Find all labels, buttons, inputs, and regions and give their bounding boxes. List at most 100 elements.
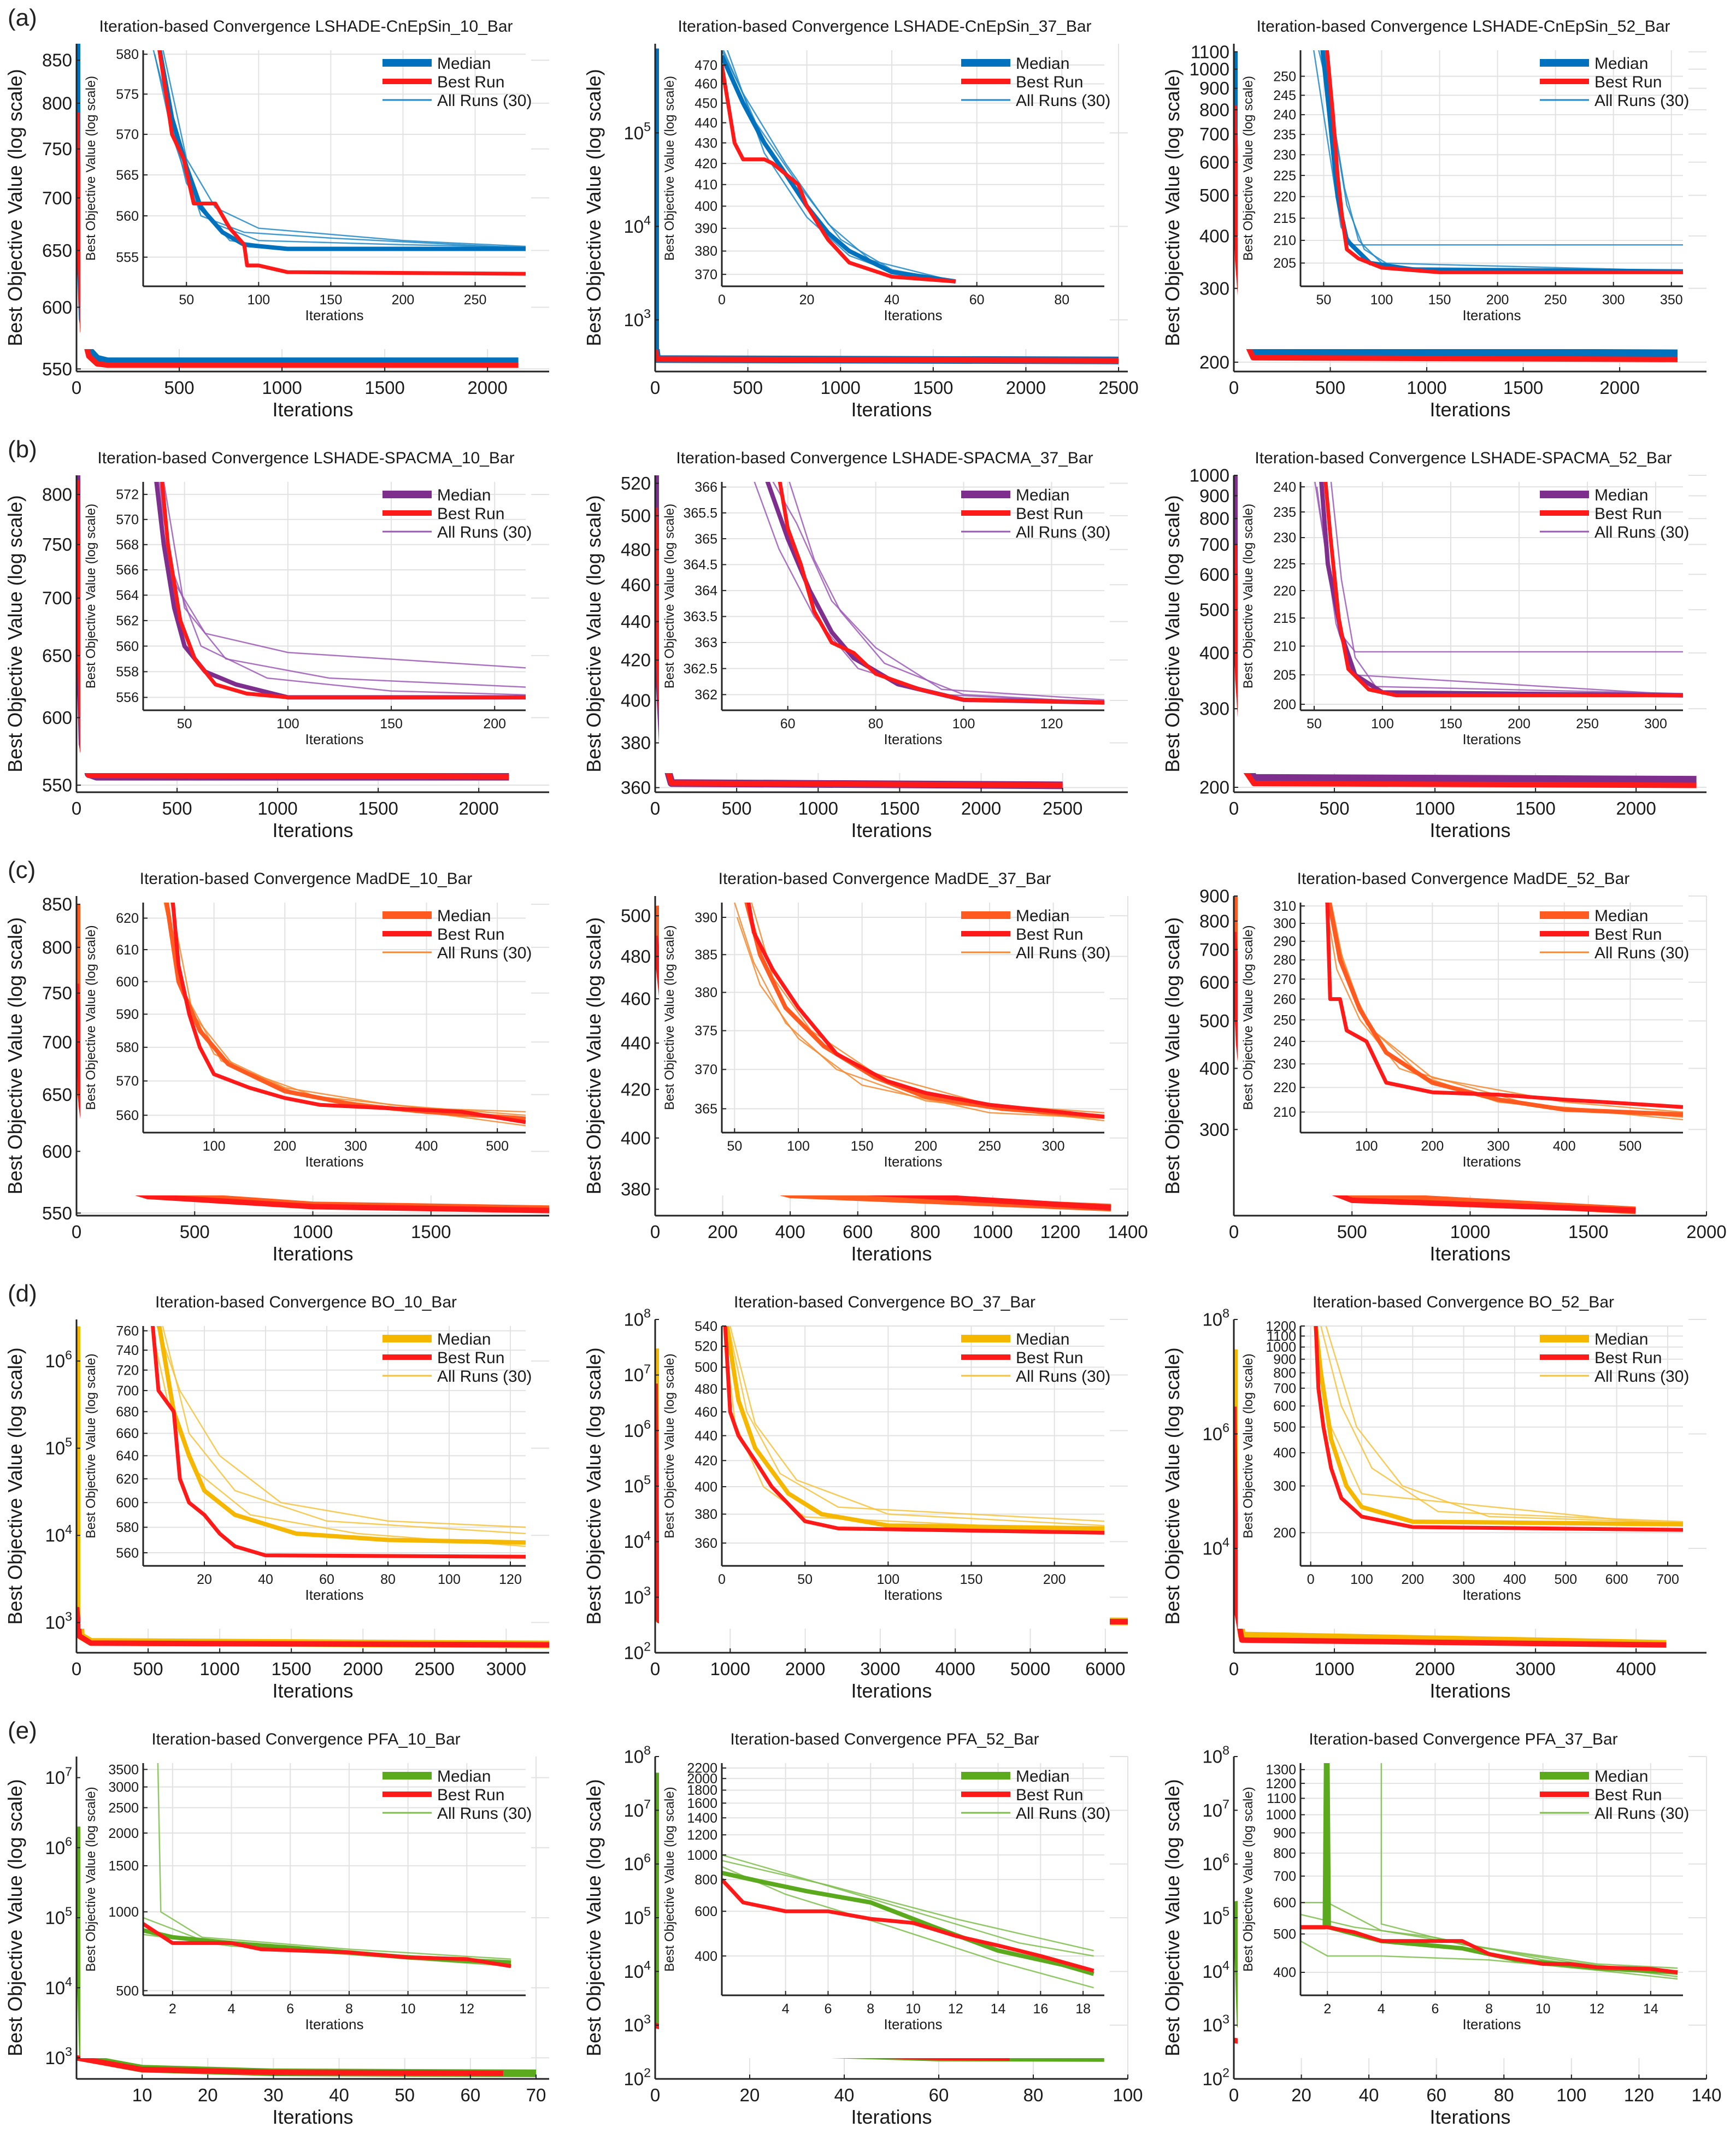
y-tick-label: 1300: [1266, 1763, 1296, 1778]
x-tick-label: 14: [991, 2001, 1006, 2017]
y-tick-label: 230: [1273, 148, 1296, 163]
series-group: [1300, 1763, 1678, 1980]
x-tick-label: 1500: [1503, 378, 1543, 398]
series-group: [734, 903, 1104, 1122]
x-tick-label: 500: [733, 378, 763, 398]
main-axes: 0 20 40 60 80 100 120 140102103104105106107108I…: [1161, 1743, 1722, 2128]
y-tick-label: 550: [42, 775, 72, 796]
best-run-line: [170, 903, 526, 1124]
x-tick-label: 0: [72, 798, 81, 818]
x-tick-label: 400: [775, 1222, 805, 1242]
median-line: [722, 1870, 1094, 1976]
y-tick-label: 565: [116, 168, 139, 183]
x-tick-label: 0: [1229, 2085, 1239, 2105]
legend-best-run-label: Best Run: [437, 926, 504, 944]
x-tick-label: 50: [395, 2085, 415, 2105]
x-tick-label: 300: [344, 1139, 367, 1154]
legend-best-run-label: Best Run: [437, 73, 504, 91]
y-tick-label: 620: [116, 1471, 139, 1487]
y-tick-label: 106: [1202, 1851, 1229, 1874]
x-tick-label: 200: [1401, 1572, 1424, 1587]
y-tick-label: 440: [695, 115, 717, 131]
y-tick-label: 520: [695, 1339, 717, 1354]
y-tick-label: 420: [695, 1453, 717, 1469]
median-line: [1327, 903, 1683, 1117]
y-tick-label: 300: [1199, 278, 1229, 298]
convergence-panel: Iteration-based Convergence LSHADE-CnEpS…: [579, 0, 1157, 432]
chart-svg: Iteration-based Convergence PFA_37_Bar 0 2…: [1161, 1730, 1722, 2128]
convergence-panel: Iteration-based Convergence BO_37_Bar 0 10…: [579, 1276, 1157, 1713]
y-tick-label: 450: [695, 96, 717, 111]
y-tick-label: 700: [42, 1032, 72, 1052]
y-tick-label: 558: [116, 664, 139, 680]
y-tick-label: 700: [1199, 124, 1229, 144]
all-runs-line: [1300, 1940, 1678, 1980]
y-tick-label: 640: [116, 1448, 139, 1464]
x-tick-label: 500: [1320, 798, 1350, 818]
y-tick-label: 210: [1273, 233, 1296, 249]
x-tick-label: 20: [197, 1572, 212, 1587]
y-tick-label: 750: [42, 534, 72, 555]
y-tick-label: 365: [695, 1101, 717, 1117]
all-runs-line: [788, 482, 1104, 703]
x-tick-label: 400: [415, 1139, 438, 1154]
convergence-panel: (a) Iteration-based Convergence LSHADE-Cn…: [0, 0, 579, 432]
y-tick-label: 900: [1199, 486, 1229, 506]
median-line: [725, 1326, 1104, 1531]
legend-all-runs-label: All Runs (30): [437, 1368, 532, 1386]
y-tick-label: 230: [1273, 1057, 1296, 1072]
legend-median-label: Median: [1016, 55, 1069, 73]
x-tick-label: 3000: [486, 1659, 526, 1679]
y-tick-label: 103: [623, 1584, 651, 1607]
x-axis-label: Iterations: [272, 1680, 353, 1702]
x-tick-label: 200: [1421, 1139, 1444, 1154]
x-tick-label: 2000: [467, 378, 507, 398]
inset-axes: 0 50 100 150 200 360 380 400 420 440 460 480 500 520 5…: [659, 1318, 1110, 1629]
x-tick-label: 500: [133, 1659, 163, 1679]
y-tick-label: 1200: [687, 1828, 717, 1843]
y-tick-label: 900: [1199, 78, 1229, 98]
y-tick-label: 363: [695, 635, 717, 651]
y-tick-label: 106: [45, 1348, 72, 1371]
x-tick-label: 40: [258, 1572, 273, 1587]
inset-background: [80, 1755, 531, 2058]
row-label: (b): [8, 436, 37, 463]
y-axis-label: Best Objective Value (log scale): [1241, 925, 1256, 1110]
x-tick-label: 50: [797, 1572, 813, 1587]
y-tick-label: 102: [623, 2066, 651, 2089]
x-tick-label: 300: [1602, 292, 1625, 308]
y-axis-label: Best Objective Value (log scale): [662, 1787, 677, 1971]
y-tick-label: 365: [695, 532, 717, 547]
legend-best-run-label: Best Run: [1594, 505, 1662, 523]
y-tick-label: 800: [1199, 509, 1229, 529]
y-tick-label: 570: [116, 512, 139, 527]
all-runs-line: [1320, 1326, 1683, 1523]
x-tick-label: 100: [247, 292, 270, 308]
chart-svg: Iteration-based Convergence BO_10_Bar 0 50…: [4, 1293, 549, 1702]
y-tick-label: 215: [1273, 211, 1296, 226]
inset-axes: 2 4 6 8 10 12 500 1000 1500 2000 2500 3000 3500 Itera…: [80, 1755, 531, 2058]
y-tick-label: 105: [623, 1473, 651, 1496]
legend-all-runs-label: All Runs (30): [1016, 1368, 1110, 1386]
y-tick-label: 460: [695, 76, 717, 92]
best-run-line: [722, 1878, 1094, 1973]
convergence-panel: (d) Iteration-based Convergence BO_10_Bar…: [0, 1276, 579, 1713]
x-tick-label: 200: [914, 1139, 937, 1154]
series-group: [722, 50, 956, 284]
chart-svg: Iteration-based Convergence LSHADE-SPACM…: [4, 449, 549, 841]
chart-title: Iteration-based Convergence BO_10_Bar: [155, 1293, 457, 1311]
y-tick-label: 370: [695, 1062, 717, 1077]
series-group: [154, 482, 526, 700]
series-group: [152, 50, 526, 276]
best-run-line: [1300, 1925, 1678, 1975]
y-tick-label: 250: [1273, 1012, 1296, 1028]
inset-axes: 50 100 150 200 250 300 365 370 375 380 385 390 Itera…: [659, 894, 1110, 1195]
x-tick-label: 2000: [343, 1659, 383, 1679]
convergence-panel: Iteration-based Convergence LSHADE-SPACM…: [579, 432, 1157, 852]
y-tick-label: 555: [116, 250, 139, 265]
best-run-line: [76, 2055, 503, 2076]
y-axis-label: Best Objective Value (log scale): [1241, 1353, 1256, 1538]
